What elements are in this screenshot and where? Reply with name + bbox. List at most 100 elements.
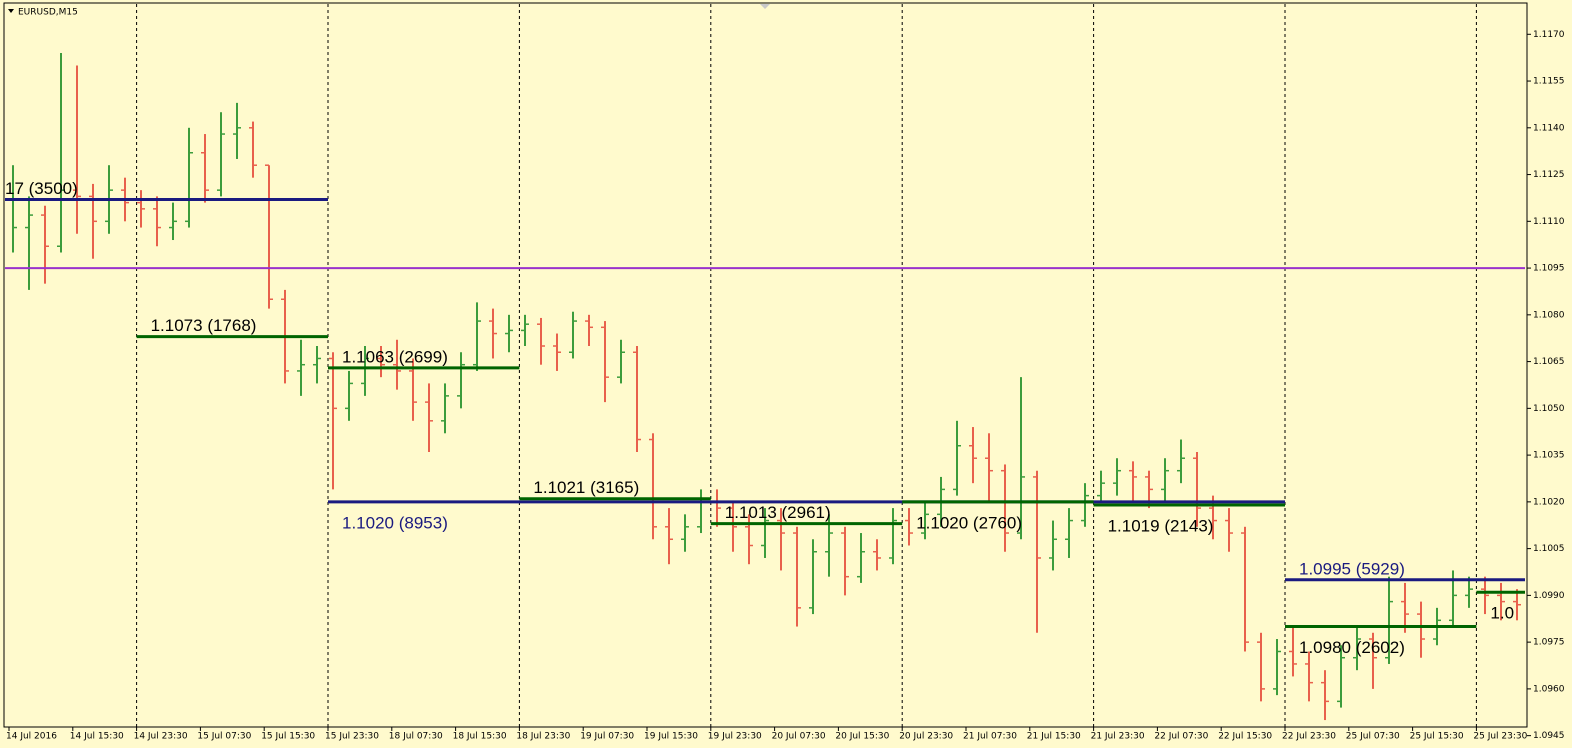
x-tick-label: 22 Jul 07:30 (1154, 732, 1208, 742)
x-tick-label: 20 Jul 23:30 (899, 732, 953, 742)
price-bar (777, 508, 785, 571)
price-bar (265, 164, 273, 309)
price-bar (1193, 451, 1201, 527)
price-bar (12, 165, 17, 253)
price-bar (569, 311, 577, 359)
x-tick-label: 25 Jul 07:30 (1346, 732, 1400, 742)
price-bar (1001, 464, 1009, 552)
price-bar (185, 127, 193, 228)
level-label: 17 (3500) (5, 179, 78, 198)
price-bar (793, 526, 801, 627)
level-label: 1.1063 (2699) (342, 347, 448, 366)
price-bar (1497, 582, 1505, 621)
price-bar (1033, 470, 1041, 633)
y-tick-label: 1.0975 (1533, 638, 1565, 648)
price-bar (473, 302, 481, 371)
price-bar (665, 508, 673, 565)
y-tick-label: 1.1065 (1533, 357, 1565, 367)
price-bar (377, 346, 385, 378)
price-bar (537, 317, 545, 365)
price-bar (969, 427, 977, 484)
price-bar (249, 121, 257, 178)
price-bar (1385, 576, 1393, 664)
price-bar (1225, 508, 1233, 552)
price-bar (857, 533, 865, 583)
x-tick-label: 19 Jul 23:30 (708, 732, 762, 742)
level-label: 1.0980 (2602) (1299, 638, 1405, 657)
y-tick-label: 1.0990 (1533, 591, 1565, 601)
y-tick-label: 1.1170 (1533, 30, 1565, 40)
price-bar (1129, 461, 1137, 502)
price-bar (1481, 576, 1489, 615)
price-bar (1177, 439, 1185, 484)
y-tick-label: 1.1140 (1533, 123, 1565, 133)
x-tick-label: 14 Jul 23:30 (134, 732, 188, 742)
price-bar (889, 508, 897, 565)
x-tick-label: 18 Jul 07:30 (389, 732, 443, 742)
price-bar (1065, 508, 1073, 558)
price-bar (41, 205, 49, 284)
x-tick-label: 25 Jul 15:30 (1410, 732, 1464, 742)
price-bar (729, 501, 737, 552)
price-bar (601, 321, 609, 403)
price-bar (1513, 589, 1521, 621)
price-bar (89, 183, 97, 259)
price-bar (153, 196, 161, 247)
x-tick-label: 21 Jul 23:30 (1091, 732, 1145, 742)
price-bar (1401, 582, 1409, 633)
price-bar (25, 196, 33, 290)
x-tick-label: 15 Jul 07:30 (197, 732, 251, 742)
level-label: 1.1020 (8953) (342, 513, 448, 532)
y-tick-label: 1.0960 (1533, 684, 1565, 694)
x-tick-label: 19 Jul 07:30 (580, 732, 634, 742)
y-tick-label: 1.1125 (1533, 170, 1565, 180)
x-tick-label: 20 Jul 15:30 (835, 732, 889, 742)
chart-title: EURUSD,M15 (18, 8, 78, 18)
y-tick-label: 1.1005 (1533, 544, 1565, 554)
x-tick-label: 14 Jul 2016 (6, 732, 57, 742)
x-tick-label: 19 Jul 15:30 (644, 732, 698, 742)
shift-marker (760, 4, 770, 9)
price-bar (1353, 626, 1361, 671)
x-tick-label: 21 Jul 07:30 (963, 732, 1017, 742)
price-bar (1161, 458, 1169, 502)
y-tick-label: 1.1035 (1533, 451, 1565, 461)
price-bar (505, 314, 513, 353)
price-bar (1257, 632, 1265, 702)
level-label: 1.0 (1490, 604, 1514, 623)
price-bar (761, 508, 769, 558)
price-bar (617, 339, 625, 384)
price-bar (393, 339, 401, 390)
x-tick-label: 22 Jul 15:30 (1218, 732, 1272, 742)
x-tick-label: 22 Jul 23:30 (1282, 732, 1336, 742)
price-bar (1417, 601, 1425, 658)
level-label: 1.0995 (5929) (1299, 559, 1405, 578)
y-tick-label: 1.1110 (1533, 217, 1565, 227)
price-bar (1273, 639, 1281, 696)
price-bar (441, 383, 449, 434)
price-bar (201, 134, 209, 203)
x-tick-label: 15 Jul 15:30 (261, 732, 315, 742)
price-bar (1305, 651, 1313, 702)
y-tick-label: 1.1155 (1533, 77, 1565, 87)
price-bar (217, 112, 225, 197)
price-bar (585, 314, 593, 347)
price-bar (681, 514, 689, 552)
price-bar (921, 501, 929, 540)
price-bar (329, 352, 337, 490)
price-bar (1289, 626, 1297, 677)
x-tick-label: 18 Jul 23:30 (516, 732, 570, 742)
price-bar (633, 346, 641, 452)
price-bar (1465, 576, 1473, 608)
price-bar (425, 383, 433, 452)
price-bar (1081, 483, 1089, 527)
x-tick-label: 25 Jul 23:30 (1473, 732, 1527, 742)
price-bar (313, 346, 321, 384)
price-bar (1049, 520, 1057, 571)
level-label: 1.1021 (3165) (533, 478, 639, 497)
menu-arrow[interactable] (8, 9, 14, 13)
price-bar (457, 352, 465, 409)
x-tick-label: 18 Jul 15:30 (453, 732, 507, 742)
